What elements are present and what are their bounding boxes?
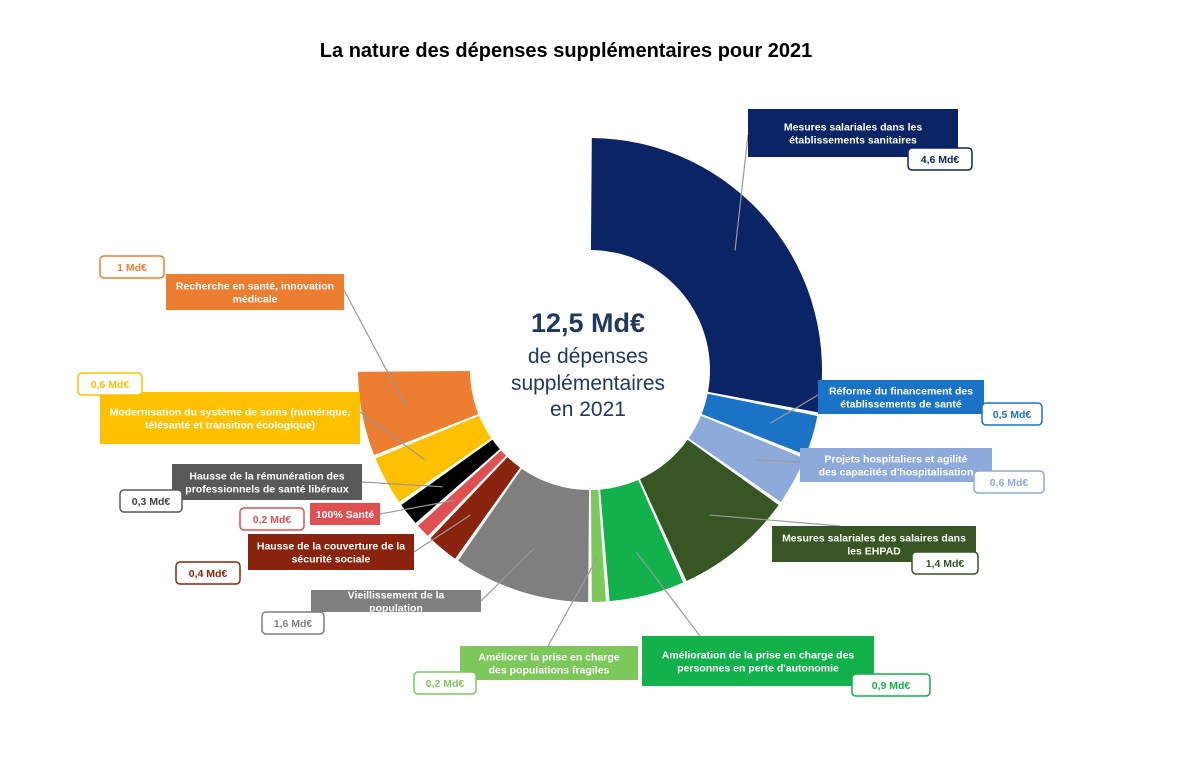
value-badge-10 <box>77 372 143 396</box>
callout-label-6: Vieillissement de la population <box>348 590 445 615</box>
leader-line-6 <box>480 548 534 602</box>
leader-line-7 <box>413 514 471 553</box>
callout-box-11 <box>166 274 344 310</box>
value-label-9: 0,3 Md€ <box>132 496 171 508</box>
slice-9 <box>401 439 500 523</box>
leader-line-11 <box>343 289 406 407</box>
callout-label-0: Mesures salariales dans les établissement… <box>784 122 922 147</box>
value-badge-3 <box>911 551 979 575</box>
callout-label-8: 100% Santé <box>316 509 375 521</box>
value-label-0: 4,6 Md€ <box>921 154 960 166</box>
callout-label-3: Mesures salariales des salaires dans les … <box>782 533 966 558</box>
leader-line-1 <box>769 394 819 424</box>
value-badge-0 <box>907 147 973 171</box>
callout-box-4 <box>642 636 874 686</box>
slice-1 <box>701 393 818 456</box>
value-badge-7 <box>175 561 241 585</box>
chart-title: La nature des dépenses supplémentaires p… <box>319 40 813 62</box>
slice-0 <box>590 138 822 413</box>
value-label-7: 0,4 Md€ <box>189 568 228 580</box>
center-line-3: en 2021 <box>550 398 626 421</box>
callout-box-8 <box>310 503 380 525</box>
slice-3 <box>639 439 779 581</box>
value-badge-4 <box>851 673 931 697</box>
callout-label-7: Hausse de la couverture de la sécurité so… <box>257 541 405 566</box>
leader-line-9 <box>361 481 443 488</box>
callout-label-11: Recherche en santé, innovation médicale <box>176 281 334 306</box>
slice-11 <box>358 370 479 456</box>
value-label-4: 0,9 Md€ <box>872 680 911 692</box>
callout-label-10: Modernisation du système de soins (numér… <box>110 407 351 432</box>
leader-line-3 <box>709 514 841 527</box>
center-line-1: de dépenses <box>528 345 648 368</box>
callout-box-1 <box>818 380 984 414</box>
leader-line-10 <box>359 411 426 461</box>
slice-2 <box>688 415 805 502</box>
callout-label-9: Hausse de la rémunération des professionn… <box>185 471 349 496</box>
value-label-1: 0,5 Md€ <box>993 409 1032 421</box>
value-label-11: 1 Md€ <box>117 262 147 274</box>
value-badge-6 <box>261 611 325 635</box>
value-label-6: 1,6 Md€ <box>274 618 313 630</box>
slice-5 <box>590 489 606 602</box>
callout-label-2: Projets hospitaliers et agilité des capac… <box>819 454 974 479</box>
center-line-2: supplémentaires <box>511 372 665 395</box>
value-label-3: 1,4 Md€ <box>926 558 965 570</box>
value-label-5: 0,2 Md€ <box>426 678 465 690</box>
leader-line-4 <box>635 551 701 637</box>
leader-line-8 <box>379 499 455 515</box>
slice-7 <box>430 457 521 559</box>
callout-box-9 <box>172 464 362 500</box>
slice-4 <box>600 479 684 602</box>
callout-box-6 <box>311 590 481 612</box>
callout-box-10 <box>100 392 360 444</box>
slice-8 <box>418 450 507 536</box>
callout-box-2 <box>800 448 992 482</box>
callout-box-5 <box>460 646 638 680</box>
leader-line-5 <box>547 557 598 647</box>
callout-label-4: Amélioration de la prise en charge des pe… <box>662 650 855 675</box>
slice-6 <box>458 468 590 602</box>
center-total: 12,5 Md€ <box>531 308 645 338</box>
value-label-10: 0,6 Md€ <box>91 379 130 391</box>
value-badge-1 <box>981 402 1043 426</box>
callout-label-1: Réforme du financement des établissements… <box>829 386 973 411</box>
leader-line-0 <box>734 134 749 251</box>
slice-10 <box>375 415 492 502</box>
value-badge-11 <box>99 255 165 279</box>
callout-label-5: Améliorer la prise en charge des populati… <box>478 652 619 677</box>
value-label-8: 0,2 Md€ <box>253 514 292 526</box>
value-badge-9 <box>119 489 183 513</box>
value-label-2: 0,6 Md€ <box>990 477 1029 489</box>
value-badge-2 <box>973 470 1045 494</box>
value-badge-8 <box>239 507 305 531</box>
value-badge-5 <box>413 671 477 695</box>
leader-line-2 <box>755 459 801 463</box>
callout-box-7 <box>248 534 414 570</box>
